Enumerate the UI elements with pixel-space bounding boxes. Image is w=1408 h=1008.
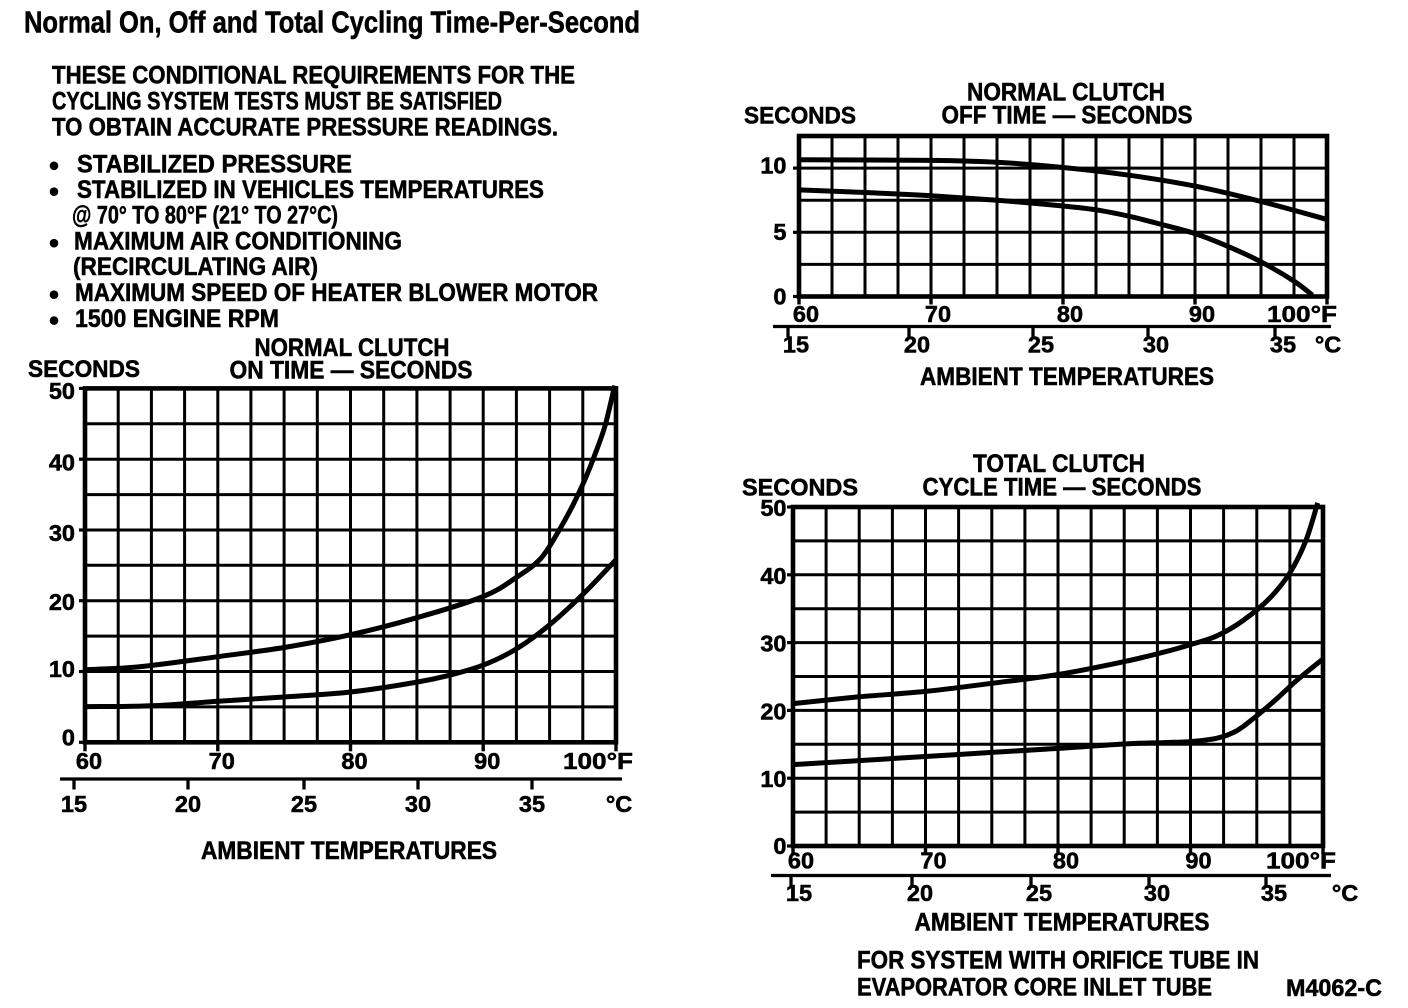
svg-text:30: 30: [1143, 332, 1169, 358]
svg-text:25: 25: [1026, 880, 1052, 906]
svg-text:AMBIENT TEMPERATURES: AMBIENT TEMPERATURES: [920, 363, 1214, 391]
svg-text:30: 30: [405, 791, 431, 817]
svg-text:CYCLING SYSTEM TESTS MUST BE S: CYCLING SYSTEM TESTS MUST BE SATISFIED: [52, 88, 502, 116]
svg-text:AMBIENT TEMPERATURES: AMBIENT TEMPERATURES: [915, 909, 1210, 937]
svg-text:TO OBTAIN ACCURATE PRESSURE RE: TO OBTAIN ACCURATE PRESSURE READINGS.: [52, 113, 558, 141]
svg-text:20: 20: [760, 698, 786, 724]
svg-text:20: 20: [49, 589, 75, 615]
svg-text:NORMAL CLUTCH: NORMAL CLUTCH: [967, 79, 1165, 107]
svg-text:80: 80: [341, 748, 367, 774]
svg-text:30: 30: [760, 631, 786, 657]
svg-text:25: 25: [291, 791, 317, 817]
svg-text:0: 0: [62, 724, 75, 750]
svg-text:10: 10: [760, 766, 786, 792]
svg-text:20: 20: [907, 880, 933, 906]
svg-text:80: 80: [1057, 301, 1083, 327]
svg-text:50: 50: [760, 495, 786, 521]
svg-text:70: 70: [925, 301, 951, 327]
svg-text:90: 90: [1185, 848, 1211, 874]
svg-text:50: 50: [49, 378, 75, 404]
svg-text:ON TIME — SECONDS: ON TIME — SECONDS: [230, 357, 473, 385]
svg-text:100°F: 100°F: [1267, 301, 1337, 327]
svg-text:CYCLE TIME — SECONDS: CYCLE TIME — SECONDS: [923, 474, 1202, 502]
svg-text:35: 35: [1270, 332, 1296, 358]
svg-text:15: 15: [786, 880, 812, 906]
svg-text:40: 40: [760, 563, 786, 589]
svg-text:MAXIMUM SPEED OF HEATER BLOWER: MAXIMUM SPEED OF HEATER BLOWER MOTOR: [75, 279, 598, 307]
svg-text:OFF TIME — SECONDS: OFF TIME — SECONDS: [942, 101, 1193, 129]
svg-text:70: 70: [209, 748, 235, 774]
svg-text:90: 90: [1189, 301, 1215, 327]
svg-text:60: 60: [793, 301, 819, 327]
svg-text:30: 30: [49, 520, 75, 546]
svg-text:STABILIZED IN VEHICLES TEMPERA: STABILIZED IN VEHICLES TEMPERATURES: [77, 176, 544, 204]
svg-text:30: 30: [1144, 880, 1170, 906]
svg-text:70: 70: [920, 848, 946, 874]
svg-text:THESE CONDITIONAL REQUIREMENTS: THESE CONDITIONAL REQUIREMENTS FOR THE: [52, 62, 575, 90]
svg-text:20: 20: [904, 332, 930, 358]
svg-text:1500 ENGINE RPM: 1500 ENGINE RPM: [75, 305, 279, 333]
svg-text:Normal On, Off and Total Cycli: Normal On, Off and Total Cycling Time-Pe…: [24, 5, 640, 40]
svg-text:35: 35: [1261, 880, 1287, 906]
svg-text:100°F: 100°F: [1266, 848, 1336, 874]
svg-text:°C: °C: [606, 791, 632, 817]
svg-text:0: 0: [773, 284, 786, 310]
svg-text:0: 0: [773, 833, 786, 859]
svg-text:100°F: 100°F: [563, 748, 633, 774]
svg-text:10: 10: [49, 656, 75, 682]
svg-text:MAXIMUM AIR CONDITIONING: MAXIMUM AIR CONDITIONING: [74, 228, 402, 256]
svg-text:(RECIRCULATING AIR): (RECIRCULATING AIR): [73, 253, 318, 281]
svg-text:SECONDS: SECONDS: [744, 102, 856, 129]
svg-text:25: 25: [1028, 332, 1054, 358]
svg-text:SECONDS: SECONDS: [742, 475, 858, 502]
svg-text:40: 40: [49, 450, 75, 476]
svg-text:M4062-C: M4062-C: [1286, 975, 1382, 1002]
svg-text:STABILIZED PRESSURE: STABILIZED PRESSURE: [77, 150, 352, 178]
svg-text:20: 20: [175, 791, 201, 817]
svg-text:AMBIENT TEMPERATURES: AMBIENT TEMPERATURES: [201, 837, 497, 865]
svg-text:90: 90: [474, 748, 500, 774]
svg-text:60: 60: [788, 848, 814, 874]
svg-text:10: 10: [760, 153, 786, 179]
svg-text:60: 60: [76, 748, 102, 774]
svg-text:5: 5: [773, 219, 786, 245]
svg-text:SECONDS: SECONDS: [28, 356, 140, 383]
svg-text:°C: °C: [1315, 332, 1341, 358]
svg-text:°C: °C: [1332, 880, 1358, 906]
svg-text:TOTAL CLUTCH: TOTAL CLUTCH: [973, 450, 1145, 478]
svg-text:15: 15: [61, 791, 87, 817]
svg-text:80: 80: [1053, 848, 1079, 874]
svg-text:35: 35: [519, 791, 545, 817]
svg-text:NORMAL CLUTCH: NORMAL CLUTCH: [255, 334, 450, 362]
svg-text:15: 15: [783, 332, 809, 358]
svg-text:EVAPORATOR CORE INLET TUBE: EVAPORATOR CORE INLET TUBE: [857, 974, 1212, 1002]
svg-text:@ 70° TO 80°F (21° TO 27°C): @ 70° TO 80°F (21° TO 27°C): [72, 202, 338, 230]
svg-text:FOR SYSTEM WITH ORIFICE TUBE I: FOR SYSTEM WITH ORIFICE TUBE IN: [857, 946, 1259, 974]
